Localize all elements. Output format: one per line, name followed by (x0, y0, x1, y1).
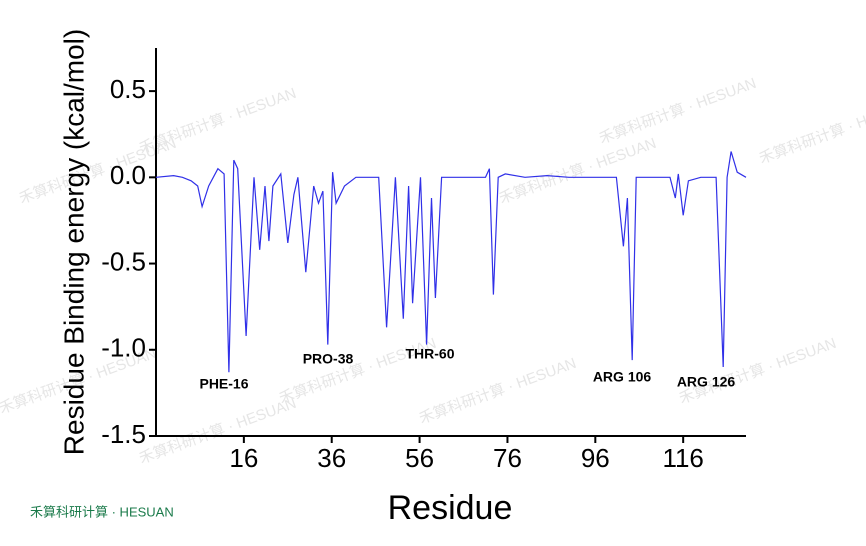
y-axis-label: Residue Binding energy (kcal/mol) (58, 29, 89, 455)
x-tick-label: 76 (493, 443, 522, 473)
watermark: 禾算科研计算 · HESUAN (137, 84, 299, 158)
watermark: 禾算科研计算 · HESUAN (137, 394, 299, 468)
x-tick-label: 116 (662, 443, 703, 473)
annotation: ARG 126 (677, 374, 736, 390)
watermark: 禾算科研计算 · HESUAN (497, 134, 659, 208)
x-tick-label: 56 (405, 443, 434, 473)
annotation: PHE-16 (199, 376, 248, 392)
watermark: 禾算科研计算 · HESUAN (677, 334, 839, 408)
y-tick-label: -1.0 (101, 333, 146, 363)
watermark: 禾算科研计算 · HESUAN (757, 94, 866, 168)
y-tick-label: 0.0 (110, 160, 146, 190)
x-tick-label: 96 (581, 443, 610, 473)
caption: 禾算科研计算 · HESUAN (30, 504, 174, 519)
watermark: 禾算科研计算 · HESUAN (417, 354, 579, 428)
x-tick-label: 36 (317, 443, 346, 473)
annotation: THR-60 (405, 346, 454, 362)
y-tick-label: -0.5 (101, 246, 146, 276)
x-tick-label: 16 (229, 443, 258, 473)
annotation: PRO-38 (303, 351, 354, 367)
y-tick-label: 0.5 (110, 74, 146, 104)
watermark: 禾算科研计算 · HESUAN (597, 74, 759, 148)
x-axis-label: Residue (388, 489, 513, 527)
data-line (155, 151, 747, 373)
y-tick-label: -1.5 (101, 419, 146, 449)
annotation: ARG 106 (593, 369, 652, 385)
